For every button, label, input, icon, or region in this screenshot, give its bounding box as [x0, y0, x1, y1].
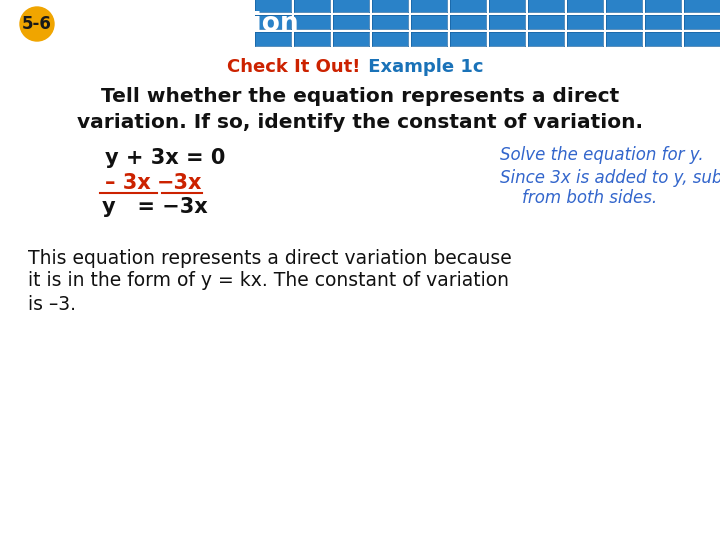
Text: Tell whether the equation represents a direct: Tell whether the equation represents a d…	[101, 87, 619, 106]
Text: This equation represents a direct variation because: This equation represents a direct variat…	[28, 248, 512, 267]
Text: Holt Mc.Dougal Algebra 1: Holt Mc.Dougal Algebra 1	[10, 519, 181, 532]
Text: is –3.: is –3.	[28, 294, 76, 314]
Text: 5-6: 5-6	[22, 15, 52, 33]
Text: Since 3x is added to y, subtract 3x: Since 3x is added to y, subtract 3x	[500, 169, 720, 187]
Text: Solve the equation for y.: Solve the equation for y.	[500, 146, 703, 164]
Text: −3x: −3x	[157, 173, 203, 193]
Circle shape	[20, 7, 54, 41]
Text: y   = −3x: y = −3x	[102, 197, 208, 217]
Text: y + 3x = 0: y + 3x = 0	[105, 148, 225, 168]
Text: variation. If so, identify the constant of variation.: variation. If so, identify the constant …	[77, 112, 643, 132]
Text: Example 1c: Example 1c	[362, 58, 484, 76]
Text: from both sides.: from both sides.	[522, 189, 657, 207]
Text: Direct Variation: Direct Variation	[64, 11, 299, 37]
Text: Check It Out!: Check It Out!	[227, 58, 360, 76]
Text: it is in the form of y = kx. The constant of variation: it is in the form of y = kx. The constan…	[28, 272, 509, 291]
Text: – 3x: – 3x	[105, 173, 151, 193]
Text: Copyright © by Holt Mc Dougal. All Rights Reserved.: Copyright © by Holt Mc Dougal. All Right…	[436, 521, 710, 531]
